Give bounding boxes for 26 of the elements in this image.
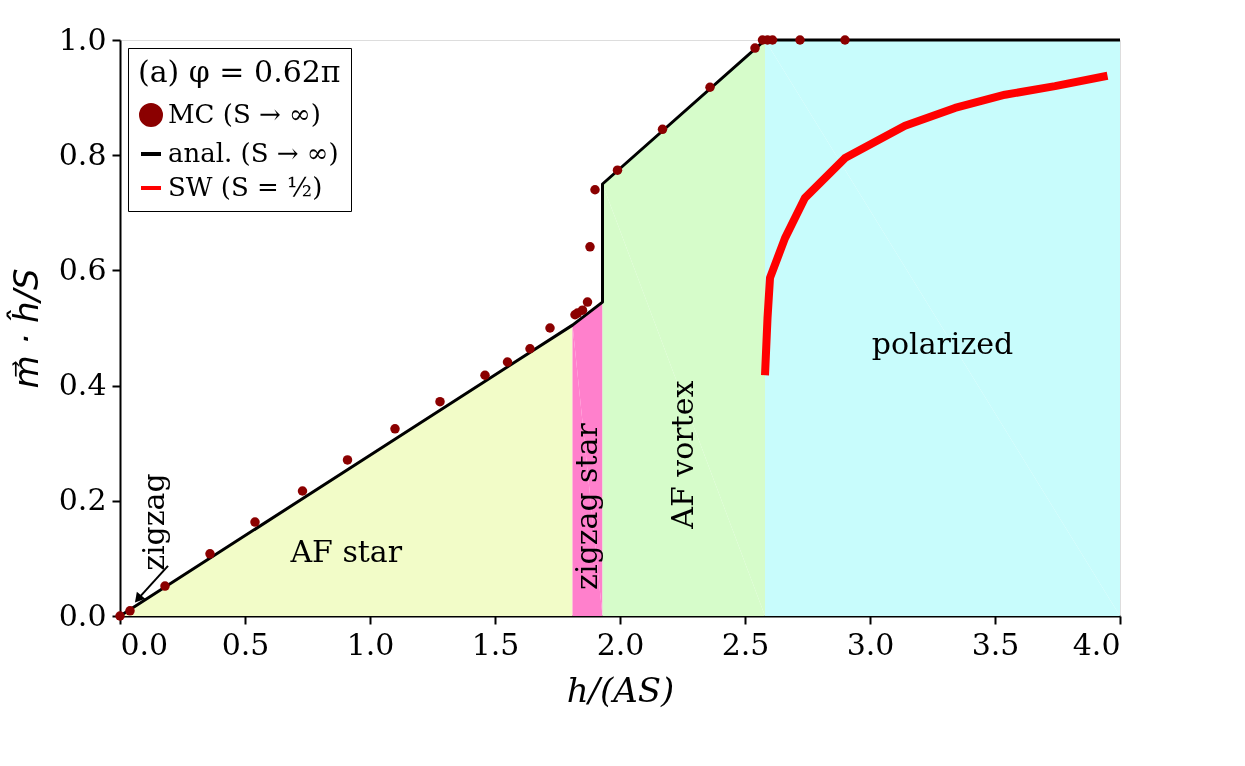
y-tick-label: 0.0 (58, 597, 107, 633)
x-tick-label: 1.5 (471, 626, 520, 662)
y-tick-label: 0.4 (58, 367, 107, 403)
x-tick-label: 1.0 (346, 626, 395, 662)
annotation: zigzag (136, 473, 171, 571)
x-tick-label: 3.5 (971, 626, 1020, 662)
y-tick-label: 1.0 (58, 21, 107, 57)
x-axis-title: h/(AS) (566, 669, 675, 710)
series-label: polarized (871, 326, 1014, 362)
legend-label: MC (S → ∞) (168, 99, 321, 129)
x-tick-label: 0.5 (221, 626, 270, 662)
y-tick-label: 0.6 (58, 251, 107, 287)
y-tick-label: 0.8 (58, 136, 107, 172)
series-label: zigzag star (568, 422, 604, 590)
x-tick-label: 4.0 (1072, 626, 1121, 662)
series-label: AF vortex (664, 380, 700, 530)
x-tick-label: 2.0 (596, 626, 645, 662)
legend-title: (a) φ = 0.62π (138, 54, 341, 89)
x-tick-label: 0.0 (120, 626, 169, 662)
y-axis-title: m⃗ · ĥ/S (5, 268, 46, 389)
series-label: AF star (289, 533, 403, 569)
x-tick-label: 2.5 (721, 626, 770, 662)
x-tick-label: 3.0 (846, 626, 895, 662)
legend-label: anal. (S → ∞) (168, 138, 339, 168)
y-tick-label: 0.2 (58, 482, 107, 518)
legend-label: SW (S = ½) (168, 172, 323, 202)
